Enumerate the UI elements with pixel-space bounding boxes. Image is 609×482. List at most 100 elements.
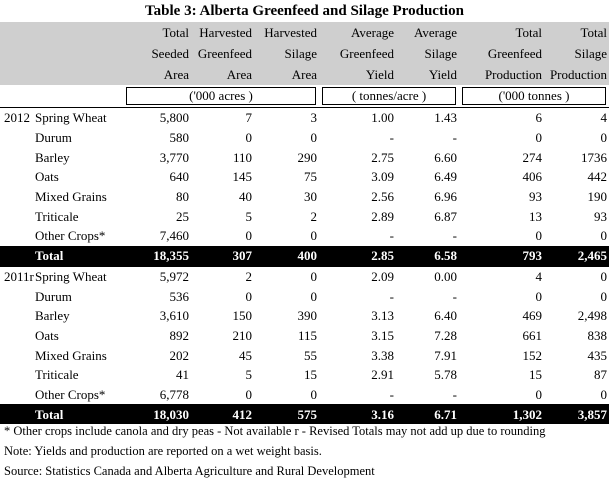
header-row-2: Seeded Greenfeed Silage Greenfeed Silage… — [0, 43, 609, 64]
value-cell: 2.91 — [371, 367, 394, 383]
value-cell: 0 — [245, 386, 253, 402]
value-cell: 0 — [600, 228, 608, 244]
crop-name: Spring Wheat — [33, 265, 123, 287]
value-cell: - — [389, 130, 394, 146]
value-cell: 3 — [254, 106, 319, 128]
header-cell: Total — [459, 22, 544, 43]
value-cell: 3.38 — [371, 347, 394, 363]
value-cell: 400 — [254, 245, 319, 266]
value-cell: 0 — [254, 265, 319, 287]
header-cell: Greenfeed — [319, 43, 396, 64]
header-cell: Silage — [254, 43, 319, 64]
header-cell: Total — [544, 22, 609, 43]
crop-name: Mixed Grains — [35, 347, 107, 363]
value-cell: 4 — [544, 106, 609, 128]
footnote-source: Source: Statistics Canada and Alberta Ag… — [4, 464, 375, 478]
value-cell: 2 — [310, 208, 318, 224]
value-cell: 406 — [522, 169, 543, 185]
value-cell: - — [452, 386, 457, 402]
value-cell: 640 — [169, 169, 190, 185]
value-cell: - — [452, 288, 457, 304]
header-cell: Average — [319, 22, 396, 43]
value-cell: 5,972 — [123, 265, 191, 287]
value-cell: 5 — [245, 367, 253, 383]
table-row: Barley 3,610 150 390 3.13 6.40 469 2,498 — [0, 306, 609, 326]
header-cell: Area — [123, 64, 191, 85]
crop-name: Barley — [35, 308, 70, 324]
value-cell: 0 — [245, 228, 253, 244]
units-row: ('000 acres ) ( tonnes/acre ) ('000 tonn… — [0, 85, 609, 108]
value-cell: 6.58 — [396, 245, 459, 266]
value-cell: 40 — [239, 189, 252, 205]
value-cell: 3,770 — [159, 149, 189, 165]
table-row: 2011r Spring Wheat 5,972 2 0 2.09 0.00 4 0 — [0, 265, 609, 287]
crop-name: Other Crops* — [35, 228, 106, 244]
value-cell: 3.16 — [319, 404, 396, 424]
header-cell: Harvested — [254, 22, 319, 43]
value-cell: 93 — [529, 189, 542, 205]
header-cell: Area — [191, 64, 254, 85]
value-cell: 41 — [176, 367, 189, 383]
header-row-1: Total Harvested Harvested Average Averag… — [0, 22, 609, 43]
header-cell: Silage — [544, 43, 609, 64]
value-cell: 793 — [459, 245, 544, 266]
value-cell: 6.96 — [434, 189, 457, 205]
value-cell: 2,498 — [577, 308, 607, 324]
value-cell: 0 — [535, 386, 543, 402]
value-cell: 1.00 — [319, 106, 396, 128]
table-row: 2012 Spring Wheat 5,800 7 3 1.00 1.43 6 4 — [0, 106, 609, 128]
table-row: Mixed Grains 80 40 30 2.56 6.96 93 190 — [0, 187, 609, 207]
value-cell: 0 — [544, 265, 609, 287]
header-cell: Area — [254, 64, 319, 85]
value-cell: 2.56 — [371, 189, 394, 205]
value-cell: 13 — [529, 208, 542, 224]
table-row: Other Crops* 6,778 0 0 - - 0 0 — [0, 385, 609, 405]
value-cell: 2,465 — [544, 245, 609, 266]
value-cell: 75 — [304, 169, 317, 185]
value-cell: 5 — [245, 208, 253, 224]
value-cell: - — [452, 228, 457, 244]
header-row-3: Area Area Area Yield Yield Production Pr… — [0, 64, 609, 85]
crop-name: Other Crops* — [35, 386, 106, 402]
footnote-legend: * Other crops include canola and dry pea… — [4, 424, 546, 438]
header-cell: Yield — [319, 64, 396, 85]
production-table-container: Total Harvested Harvested Average Averag… — [0, 22, 609, 424]
value-cell: - — [389, 386, 394, 402]
value-cell: 15 — [529, 367, 542, 383]
value-cell: 87 — [594, 367, 607, 383]
value-cell: 6.60 — [434, 149, 457, 165]
value-cell: 45 — [239, 347, 252, 363]
value-cell: 0 — [245, 130, 253, 146]
crop-name: Oats — [35, 327, 59, 343]
units-production: ('000 tonnes ) — [462, 87, 606, 105]
value-cell: 2.75 — [371, 149, 394, 165]
value-cell: 110 — [232, 149, 252, 165]
value-cell: 150 — [232, 308, 253, 324]
value-cell: 435 — [587, 347, 608, 363]
value-cell: 145 — [232, 169, 253, 185]
value-cell: 1,302 — [459, 404, 544, 424]
value-cell: 6,778 — [159, 386, 189, 402]
table-row: Barley 3,770 110 290 2.75 6.60 274 1736 — [0, 147, 609, 167]
value-cell: 18,355 — [123, 245, 191, 266]
value-cell: 7 — [191, 106, 254, 128]
value-cell: 190 — [587, 189, 608, 205]
value-cell: 536 — [169, 288, 190, 304]
value-cell: 80 — [176, 189, 189, 205]
value-cell: 661 — [522, 327, 543, 343]
total-label: Total — [33, 404, 123, 424]
value-cell: 2.85 — [319, 245, 396, 266]
total-row: Total 18,030 412 575 3.16 6.71 1,302 3,857 — [0, 404, 609, 424]
crop-name: Oats — [35, 169, 59, 185]
table-row: Other Crops* 7,460 0 0 - - 0 0 — [0, 226, 609, 246]
value-cell: 115 — [297, 327, 317, 343]
table-title: Table 3: Alberta Greenfeed and Silage Pr… — [145, 3, 464, 19]
table-row: Durum 536 0 0 - - 0 0 — [0, 286, 609, 306]
value-cell: - — [389, 288, 394, 304]
year-label: 2012 — [0, 106, 33, 128]
crop-name: Spring Wheat — [33, 106, 123, 128]
value-cell: 580 — [169, 130, 190, 146]
table-row: Durum 580 0 0 - - 0 0 — [0, 128, 609, 148]
value-cell: 274 — [522, 149, 543, 165]
value-cell: 3.13 — [371, 308, 394, 324]
